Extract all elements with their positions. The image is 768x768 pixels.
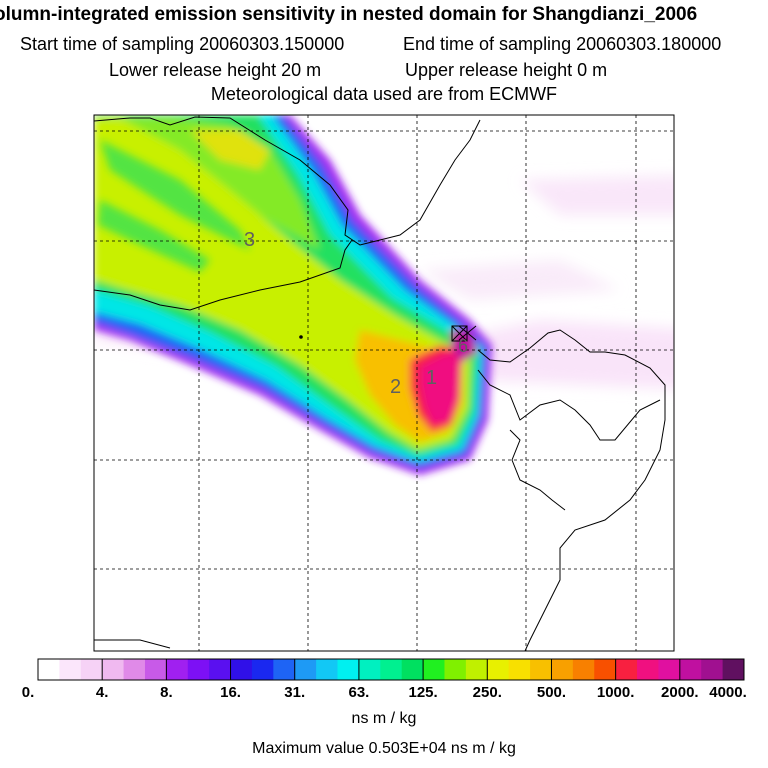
start-time-label: Start time of sampling 20060303.150000	[20, 34, 345, 54]
colorbar-tick-label: 16.	[220, 684, 241, 701]
lat-lon-grid	[94, 115, 674, 651]
colorbar-tick-label: 4.	[95, 684, 109, 701]
colorbar-tick-label: 1000.	[596, 684, 635, 701]
lower-release-height-label: Lower release height 20 m	[109, 60, 322, 80]
map-frame	[93, 114, 675, 652]
colorbar-tick-label: 4000.	[709, 684, 747, 701]
upper-release-height-label: Upper release height 0 m	[405, 60, 608, 80]
colorbar-tick-label: 250.	[472, 684, 502, 701]
coastline-lines	[94, 116, 666, 651]
met-data-label: Meteorological data used are from ECMWF	[210, 84, 558, 104]
small-point-marker	[299, 335, 303, 339]
contour-label-3: 3	[244, 229, 255, 251]
colorbar-tick-label: 8.	[160, 684, 173, 701]
contour-label-1: 1	[426, 367, 437, 389]
colorbar-unit-label: ns m / kg	[351, 710, 417, 727]
colorbar-tick-label: 0.	[21, 684, 35, 701]
station-marker-icon	[451, 325, 477, 342]
colorbar-tick-label: 125.	[408, 684, 438, 701]
contour-label-6: 6	[458, 336, 468, 356]
contour-label-2: 2	[390, 376, 401, 398]
plume-streaks	[98, 140, 250, 272]
colorbar-tick-label: 500.	[536, 684, 567, 701]
colorbar-tick-label: 2000.	[661, 684, 699, 701]
colorbar-tick-label: 63.	[348, 684, 370, 701]
end-time-label: End time of sampling 20060303.180000	[403, 34, 722, 54]
maximum-value-label: Maximum value 0.503E+04 ns m / kg	[252, 740, 516, 757]
plot-title: olumn-integrated emission sensitivity in…	[0, 4, 698, 25]
colorbar-tick-label: 31.	[284, 684, 306, 701]
